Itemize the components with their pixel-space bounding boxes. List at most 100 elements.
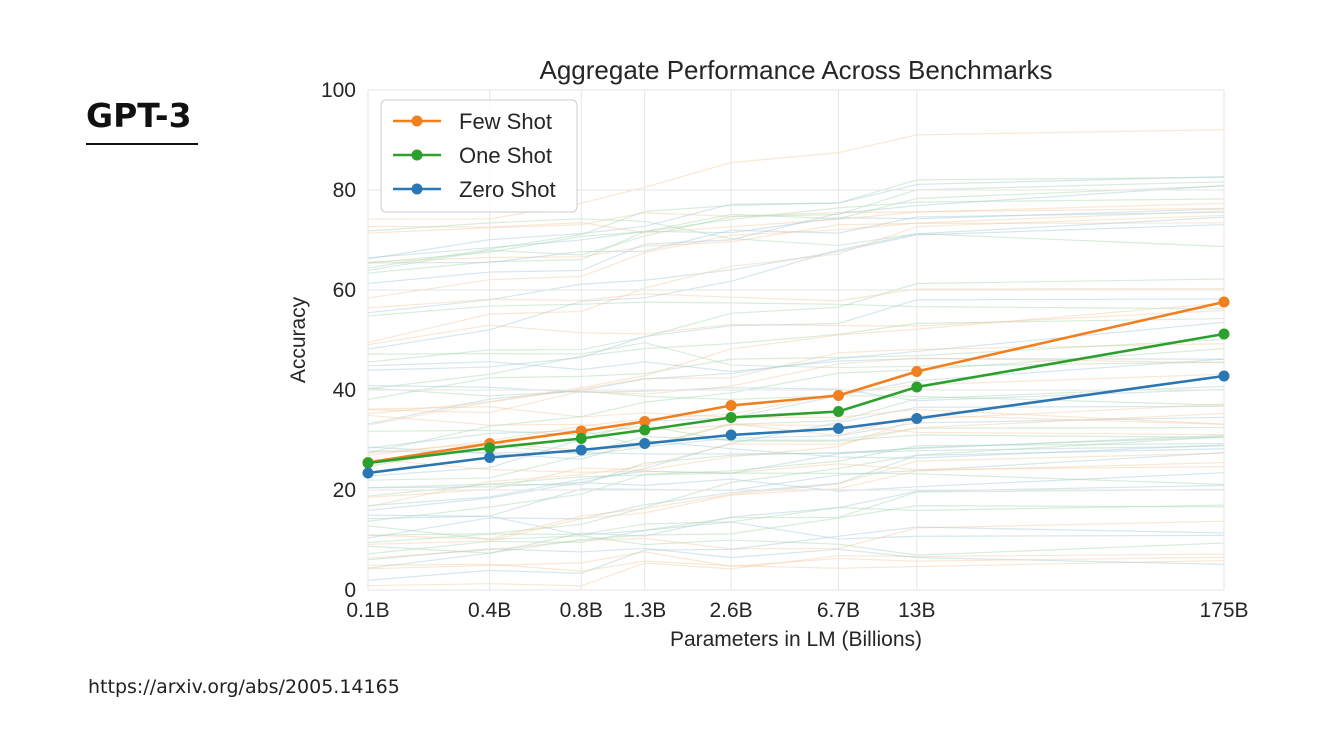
x-tick-label: 13B — [898, 599, 935, 622]
background-benchmark-line — [367, 198, 1225, 264]
background-benchmark-line — [367, 181, 1225, 272]
background-benchmark-line — [367, 416, 1225, 449]
background-benchmark-line — [367, 434, 1225, 497]
background-benchmark-line — [367, 302, 1225, 426]
background-benchmark-line — [367, 387, 1225, 406]
background-benchmark-line — [367, 452, 1225, 540]
background-benchmark-line — [367, 525, 1225, 556]
background-benchmark-line — [367, 184, 1225, 285]
source-link[interactable]: https://arxiv.org/abs/2005.14165 — [88, 676, 400, 698]
slide-heading: GPT-3 — [86, 96, 192, 135]
background-benchmark-line — [367, 309, 1225, 346]
background-benchmark-line — [367, 278, 1225, 363]
background-benchmark-line — [367, 373, 1225, 457]
background-benchmark-line — [367, 208, 1225, 259]
background-benchmark-line — [367, 442, 1225, 522]
legend-label: Zero Shot — [459, 177, 556, 202]
background-benchmark-line — [367, 218, 1225, 248]
background-benchmark-line — [367, 175, 1225, 260]
background-benchmark-line — [367, 211, 1225, 264]
background-benchmark-line — [367, 222, 1225, 263]
background-benchmark-line — [367, 185, 1225, 274]
background-benchmark-line — [367, 472, 1225, 489]
background-benchmark-line — [367, 385, 1225, 481]
chart-title: Aggregate Performance Across Benchmarks — [539, 55, 1052, 85]
background-benchmark-line — [367, 214, 1225, 344]
x-tick-label: 6.7B — [817, 599, 860, 622]
x-tick-label: 175B — [1199, 599, 1248, 622]
series-line-one-shot — [367, 332, 1225, 465]
data-point — [1218, 328, 1230, 340]
background-benchmark-line — [367, 210, 1225, 299]
background-benchmark-line — [367, 176, 1225, 269]
legend-swatch-marker — [411, 149, 423, 161]
data-point — [832, 423, 844, 434]
background-benchmark-line — [367, 348, 1225, 454]
data-point — [832, 406, 844, 417]
background-benchmark-line — [367, 321, 1225, 425]
background-benchmark-line — [367, 298, 1225, 371]
background-benchmark-line — [367, 357, 1225, 373]
data-point — [639, 416, 651, 427]
series-line-few-shot — [367, 300, 1225, 464]
background-benchmark-line — [367, 342, 1225, 369]
y-tick-label: 20 — [333, 479, 356, 502]
x-tick-label: 0.1B — [346, 599, 389, 622]
data-point — [911, 381, 923, 393]
data-point — [725, 400, 737, 411]
background-benchmark-line — [367, 405, 1225, 512]
background-benchmark-line — [367, 223, 1225, 314]
background-benchmark-line — [367, 551, 1225, 570]
data-point — [832, 390, 844, 401]
background-benchmark-line — [367, 414, 1225, 454]
legend-label: One Shot — [459, 143, 552, 168]
chart-ticks: 0 20 40 60 80 100 0.1B 0.4B 0.8B 1.3B 2.6B 6.7B 13B 1… — [321, 79, 1249, 622]
data-point — [362, 467, 374, 479]
background-benchmark-line — [367, 559, 1225, 572]
background-benchmark-line — [367, 202, 1225, 234]
background-benchmark-line — [367, 452, 1225, 520]
background-benchmark-line — [367, 406, 1225, 425]
background-benchmark-line — [367, 553, 1225, 587]
y-tick-label: 0 — [344, 579, 356, 602]
x-tick-label: 1.3B — [623, 599, 666, 622]
x-tick-label: 2.6B — [709, 599, 752, 622]
background-benchmark-line — [367, 414, 1225, 436]
background-benchmark-line — [367, 436, 1225, 536]
chart-grid — [367, 89, 1225, 591]
background-benchmark-line — [367, 488, 1225, 555]
x-axis-label: Parameters in LM (Billions) — [670, 628, 922, 651]
data-point — [1218, 370, 1230, 382]
x-tick-label: 0.4B — [468, 599, 511, 622]
data-point — [639, 424, 651, 436]
data-point — [575, 433, 587, 444]
background-benchmark-line — [367, 520, 1225, 559]
background-benchmark-line — [367, 412, 1225, 508]
background-benchmark-line — [367, 216, 1225, 350]
background-benchmark-line — [367, 484, 1225, 569]
background-benchmark-line — [367, 514, 1225, 540]
legend-swatch-marker — [411, 115, 423, 127]
legend-swatch-marker — [411, 183, 423, 195]
background-benchmark-line — [367, 445, 1225, 455]
background-benchmark-line — [367, 338, 1225, 401]
legend-box — [380, 99, 578, 213]
background-benchmark-line — [367, 403, 1225, 498]
background-benchmark-line — [367, 547, 1225, 565]
background-benchmark-lines — [367, 129, 1225, 587]
background-benchmark-line — [367, 129, 1225, 220]
legend-label: Few Shot — [459, 109, 552, 134]
background-benchmark-line — [367, 425, 1225, 442]
data-point — [484, 442, 496, 454]
background-benchmark-line — [367, 461, 1225, 545]
data-point — [575, 444, 587, 456]
x-tick-label: 0.8B — [560, 599, 603, 622]
data-point — [911, 366, 923, 377]
background-benchmark-line — [367, 448, 1225, 539]
data-point — [725, 429, 737, 441]
data-point — [725, 412, 737, 423]
data-point — [639, 438, 651, 449]
background-benchmark-line — [367, 440, 1225, 460]
data-point — [484, 452, 496, 463]
